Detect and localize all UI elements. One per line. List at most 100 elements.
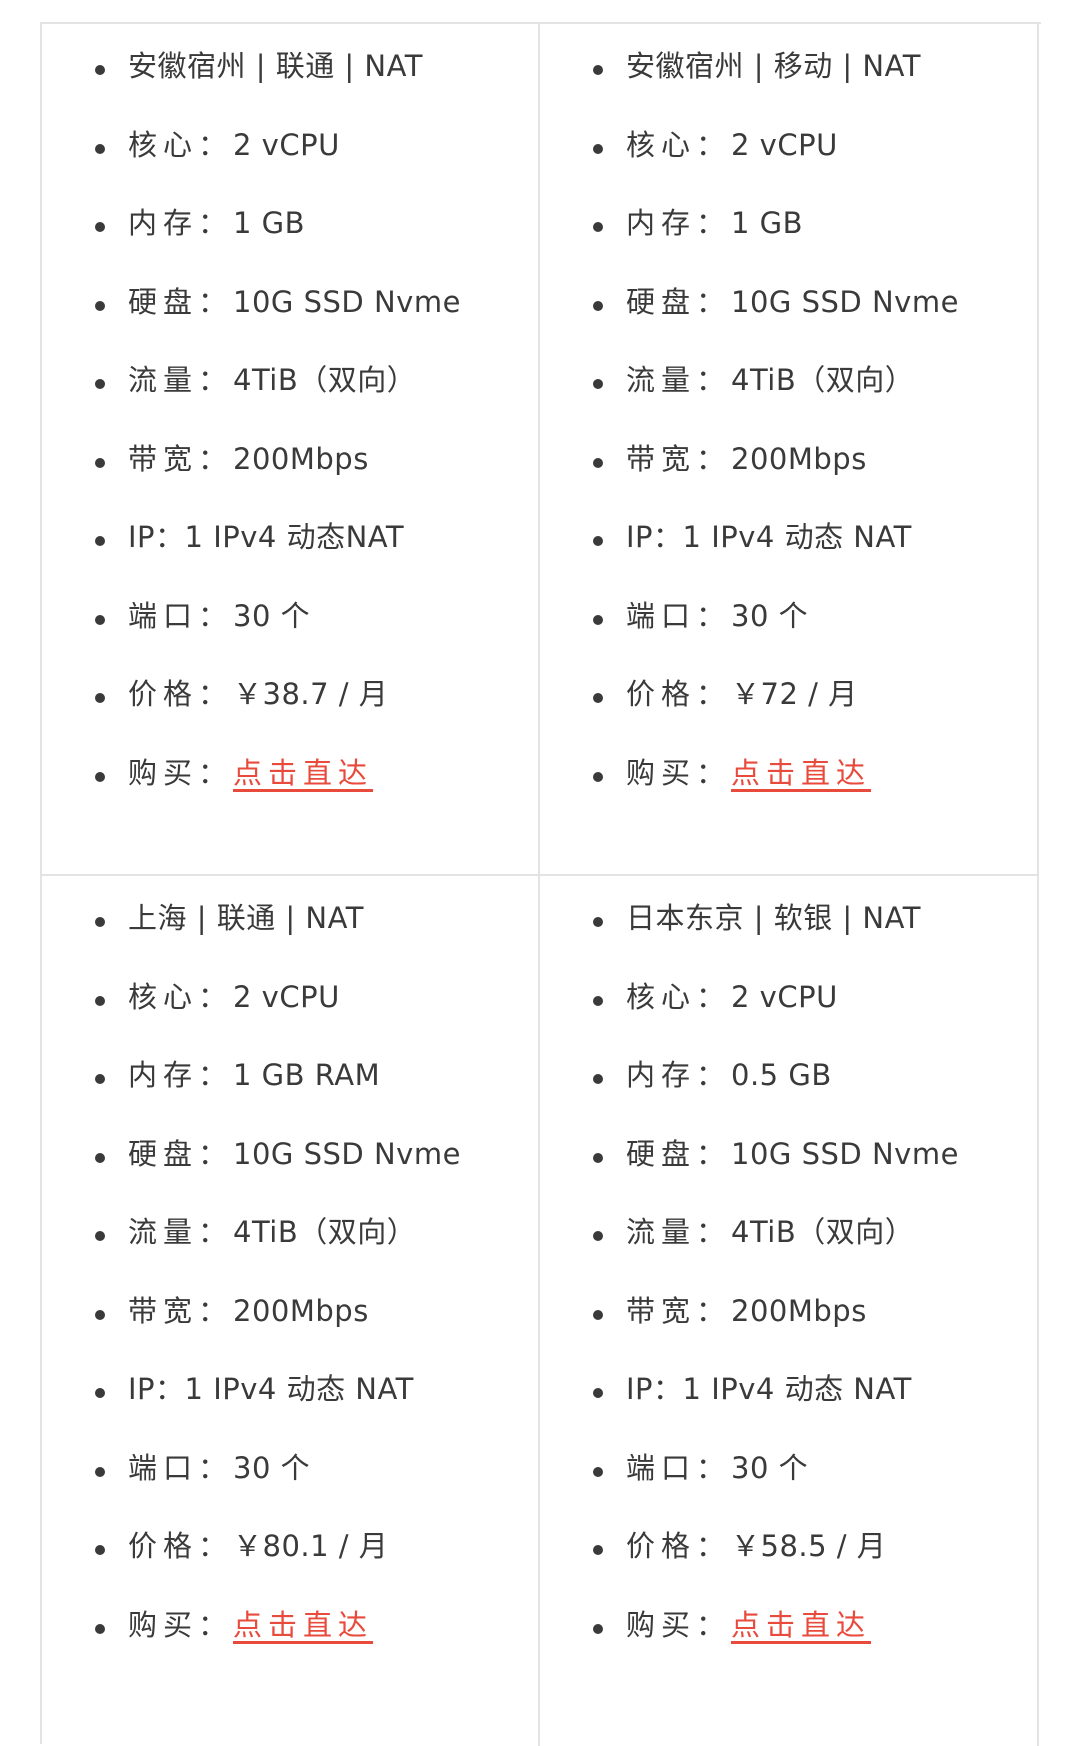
- bullet-icon: [95, 1231, 105, 1241]
- spec-ip: IP：1 IPv4 动态 NAT: [540, 1375, 1037, 1454]
- spec-label: 核心：: [128, 127, 234, 162]
- spec-list: 安徽宿州 | 移动 | NAT 核心：2 vCPU 内存：1 GB 硬盘：10G…: [540, 52, 1037, 837]
- plan-cell-tokyo-softbank: 日本东京 | 软银 | NAT 核心：2 vCPU 内存：0.5 GB 硬盘：1…: [540, 876, 1039, 1746]
- spec-label: 硬盘：: [128, 1136, 234, 1171]
- spec-label: 带宽：: [128, 1293, 234, 1328]
- bullet-icon: [95, 995, 105, 1006]
- spec-port: 端口：30 个: [540, 1450, 1037, 1533]
- bullet-icon: [593, 457, 603, 468]
- spec-memory: 内存：1 GB RAM: [42, 1061, 538, 1140]
- spec-price: 价格：￥38.7 / 月: [42, 680, 538, 759]
- buy-link[interactable]: 点击直达: [731, 1607, 872, 1642]
- spec-value: ￥38.7 / 月: [233, 677, 389, 711]
- spec-disk: 硬盘：10G SSD Nvme: [540, 1136, 1037, 1219]
- spec-value: 1 GB RAM: [233, 1058, 381, 1092]
- spec-label: 内存：: [626, 1058, 732, 1092]
- bullet-icon: [95, 1152, 105, 1163]
- bullet-icon: [95, 1388, 105, 1398]
- spec-value: ￥58.5 / 月: [731, 1529, 887, 1563]
- spec-value: ￥80.1 / 月: [233, 1529, 389, 1563]
- spec-bandwidth: 带宽：200Mbps: [42, 441, 538, 524]
- bullet-icon: [95, 1545, 105, 1555]
- buy-link[interactable]: 点击直达: [233, 1607, 374, 1642]
- spec-memory: 内存：1 GB: [42, 209, 538, 288]
- spec-label: IP：: [626, 1372, 683, 1406]
- buy-link[interactable]: 点击直达: [233, 755, 374, 790]
- bullet-icon: [95, 614, 105, 625]
- spec-label: IP：: [128, 520, 185, 554]
- spec-title: 日本东京 | 软银 | NAT: [540, 904, 1037, 983]
- spec-label: 购买：: [128, 1607, 234, 1642]
- bullet-icon: [95, 1074, 105, 1084]
- spec-bandwidth: 带宽：200Mbps: [540, 1293, 1037, 1376]
- bullet-icon: [593, 917, 603, 927]
- bullet-icon: [593, 1231, 603, 1241]
- bullet-icon: [593, 300, 603, 311]
- spec-value: 10G SSD Nvme: [731, 1136, 959, 1171]
- spec-label: 价格：: [626, 1529, 732, 1563]
- plan-cell-shanghai-unicom: 上海 | 联通 | NAT 核心：2 vCPU 内存：1 GB RAM 硬盘：1…: [42, 876, 540, 1746]
- spec-value: 200Mbps: [731, 1293, 867, 1328]
- plan-title: 安徽宿州 | 联通 | NAT: [128, 49, 423, 83]
- bullet-icon: [95, 693, 105, 703]
- spec-label: 流量：: [128, 1215, 234, 1249]
- spec-value: 1 IPv4 动态 NAT: [682, 1372, 912, 1406]
- spec-core: 核心：2 vCPU: [42, 979, 538, 1062]
- spec-disk: 硬盘：10G SSD Nvme: [42, 1136, 538, 1219]
- spec-bandwidth: 带宽：200Mbps: [42, 1293, 538, 1376]
- spec-bandwidth: 带宽：200Mbps: [540, 444, 1037, 524]
- spec-label: 价格：: [128, 677, 234, 711]
- spec-label: 硬盘：: [626, 284, 732, 319]
- spec-list: 安徽宿州 | 联通 | NAT 核心：2 vCPU 内存：1 GB 硬盘：10G…: [42, 52, 538, 837]
- spec-traffic: 流量：4TiB（双向）: [540, 366, 1037, 445]
- plan-title: 日本东京 | 软银 | NAT: [626, 901, 921, 935]
- spec-value: 4TiB（双向）: [233, 1215, 417, 1249]
- bullet-icon: [593, 536, 603, 546]
- buy-link[interactable]: 点击直达: [731, 755, 872, 790]
- spec-label: 价格：: [626, 677, 732, 711]
- plan-title: 安徽宿州 | 移动 | NAT: [626, 49, 921, 83]
- spec-label: IP：: [128, 1372, 185, 1406]
- bullet-icon: [593, 1388, 603, 1398]
- spec-list: 日本东京 | 软银 | NAT 核心：2 vCPU 内存：0.5 GB 硬盘：1…: [540, 904, 1037, 1689]
- spec-price: 价格：￥58.5 / 月: [540, 1532, 1037, 1611]
- bullet-icon: [593, 1309, 603, 1320]
- spec-disk: 硬盘：10G SSD Nvme: [540, 284, 1037, 367]
- bullet-icon: [593, 379, 603, 389]
- plan-cell-anhui-unicom: 安徽宿州 | 联通 | NAT 核心：2 vCPU 内存：1 GB 硬盘：10G…: [42, 24, 540, 876]
- spec-label: 硬盘：: [128, 284, 234, 319]
- bullet-icon: [95, 457, 105, 468]
- plan-title: 上海 | 联通 | NAT: [128, 901, 364, 935]
- bullet-icon: [95, 222, 105, 232]
- spec-label: 核心：: [626, 979, 732, 1014]
- spec-label: 核心：: [128, 979, 234, 1014]
- spec-value: 4TiB（双向）: [731, 1215, 915, 1249]
- bullet-icon: [95, 536, 105, 546]
- spec-core: 核心：2 vCPU: [540, 130, 1037, 210]
- bullet-icon: [95, 771, 105, 782]
- spec-label: 端口：: [128, 598, 234, 633]
- bullet-icon: [95, 1309, 105, 1320]
- spec-label: 内存：: [626, 206, 732, 240]
- spec-value: 10G SSD Nvme: [233, 284, 461, 319]
- spec-value: 200Mbps: [233, 1293, 369, 1328]
- spec-value: 4TiB（双向）: [731, 363, 915, 397]
- bullet-icon: [593, 222, 603, 232]
- bullet-icon: [95, 917, 105, 927]
- plan-table: 安徽宿州 | 联通 | NAT 核心：2 vCPU 内存：1 GB 硬盘：10G…: [40, 22, 1041, 1746]
- bullet-icon: [95, 1466, 105, 1477]
- bullet-icon: [593, 1545, 603, 1555]
- spec-label: 端口：: [626, 1450, 732, 1485]
- bullet-icon: [593, 1623, 603, 1634]
- spec-label: 带宽：: [128, 441, 234, 476]
- bullet-icon: [95, 300, 105, 311]
- spec-traffic: 流量：4TiB（双向）: [540, 1218, 1037, 1297]
- spec-label: IP：: [626, 520, 683, 554]
- spec-buy: 购买：点击直达: [42, 1607, 538, 1690]
- spec-ip: IP：1 IPv4 动态 NAT: [540, 523, 1037, 602]
- bullet-icon: [593, 995, 603, 1006]
- spec-memory: 内存：1 GB: [540, 209, 1037, 288]
- spec-memory: 内存：0.5 GB: [540, 1061, 1037, 1140]
- spec-label: 购买：: [626, 755, 732, 790]
- spec-port: 端口：30 个: [42, 598, 538, 681]
